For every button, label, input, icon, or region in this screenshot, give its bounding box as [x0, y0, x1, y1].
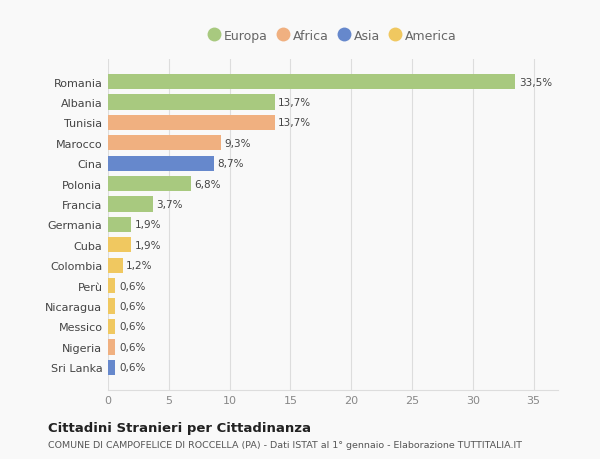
Text: 1,9%: 1,9% — [135, 220, 161, 230]
Text: 1,9%: 1,9% — [135, 241, 161, 250]
Text: 3,7%: 3,7% — [157, 200, 183, 209]
Text: 0,6%: 0,6% — [119, 281, 145, 291]
Text: 0,6%: 0,6% — [119, 342, 145, 352]
Bar — [108, 319, 115, 335]
Text: COMUNE DI CAMPOFELICE DI ROCCELLA (PA) - Dati ISTAT al 1° gennaio - Elaborazione: COMUNE DI CAMPOFELICE DI ROCCELLA (PA) -… — [48, 441, 522, 449]
Text: 9,3%: 9,3% — [225, 139, 251, 148]
Text: 1,2%: 1,2% — [126, 261, 153, 271]
Bar — [108, 197, 153, 212]
Bar — [108, 95, 275, 110]
Text: 6,8%: 6,8% — [194, 179, 221, 189]
Bar — [108, 217, 131, 233]
Bar — [108, 258, 122, 273]
Bar — [108, 360, 115, 375]
Bar — [108, 136, 221, 151]
Bar — [108, 115, 275, 131]
Bar — [108, 238, 131, 253]
Text: 0,6%: 0,6% — [119, 363, 145, 373]
Bar — [108, 156, 214, 172]
Text: 8,7%: 8,7% — [217, 159, 244, 169]
Text: 33,5%: 33,5% — [519, 77, 552, 87]
Text: 13,7%: 13,7% — [278, 98, 311, 108]
Bar — [108, 75, 515, 90]
Text: 0,6%: 0,6% — [119, 302, 145, 311]
Bar — [108, 340, 115, 355]
Text: 0,6%: 0,6% — [119, 322, 145, 332]
Legend: Europa, Africa, Asia, America: Europa, Africa, Asia, America — [205, 26, 461, 47]
Text: Cittadini Stranieri per Cittadinanza: Cittadini Stranieri per Cittadinanza — [48, 421, 311, 435]
Bar — [108, 278, 115, 294]
Text: 13,7%: 13,7% — [278, 118, 311, 128]
Bar — [108, 299, 115, 314]
Bar — [108, 177, 191, 192]
